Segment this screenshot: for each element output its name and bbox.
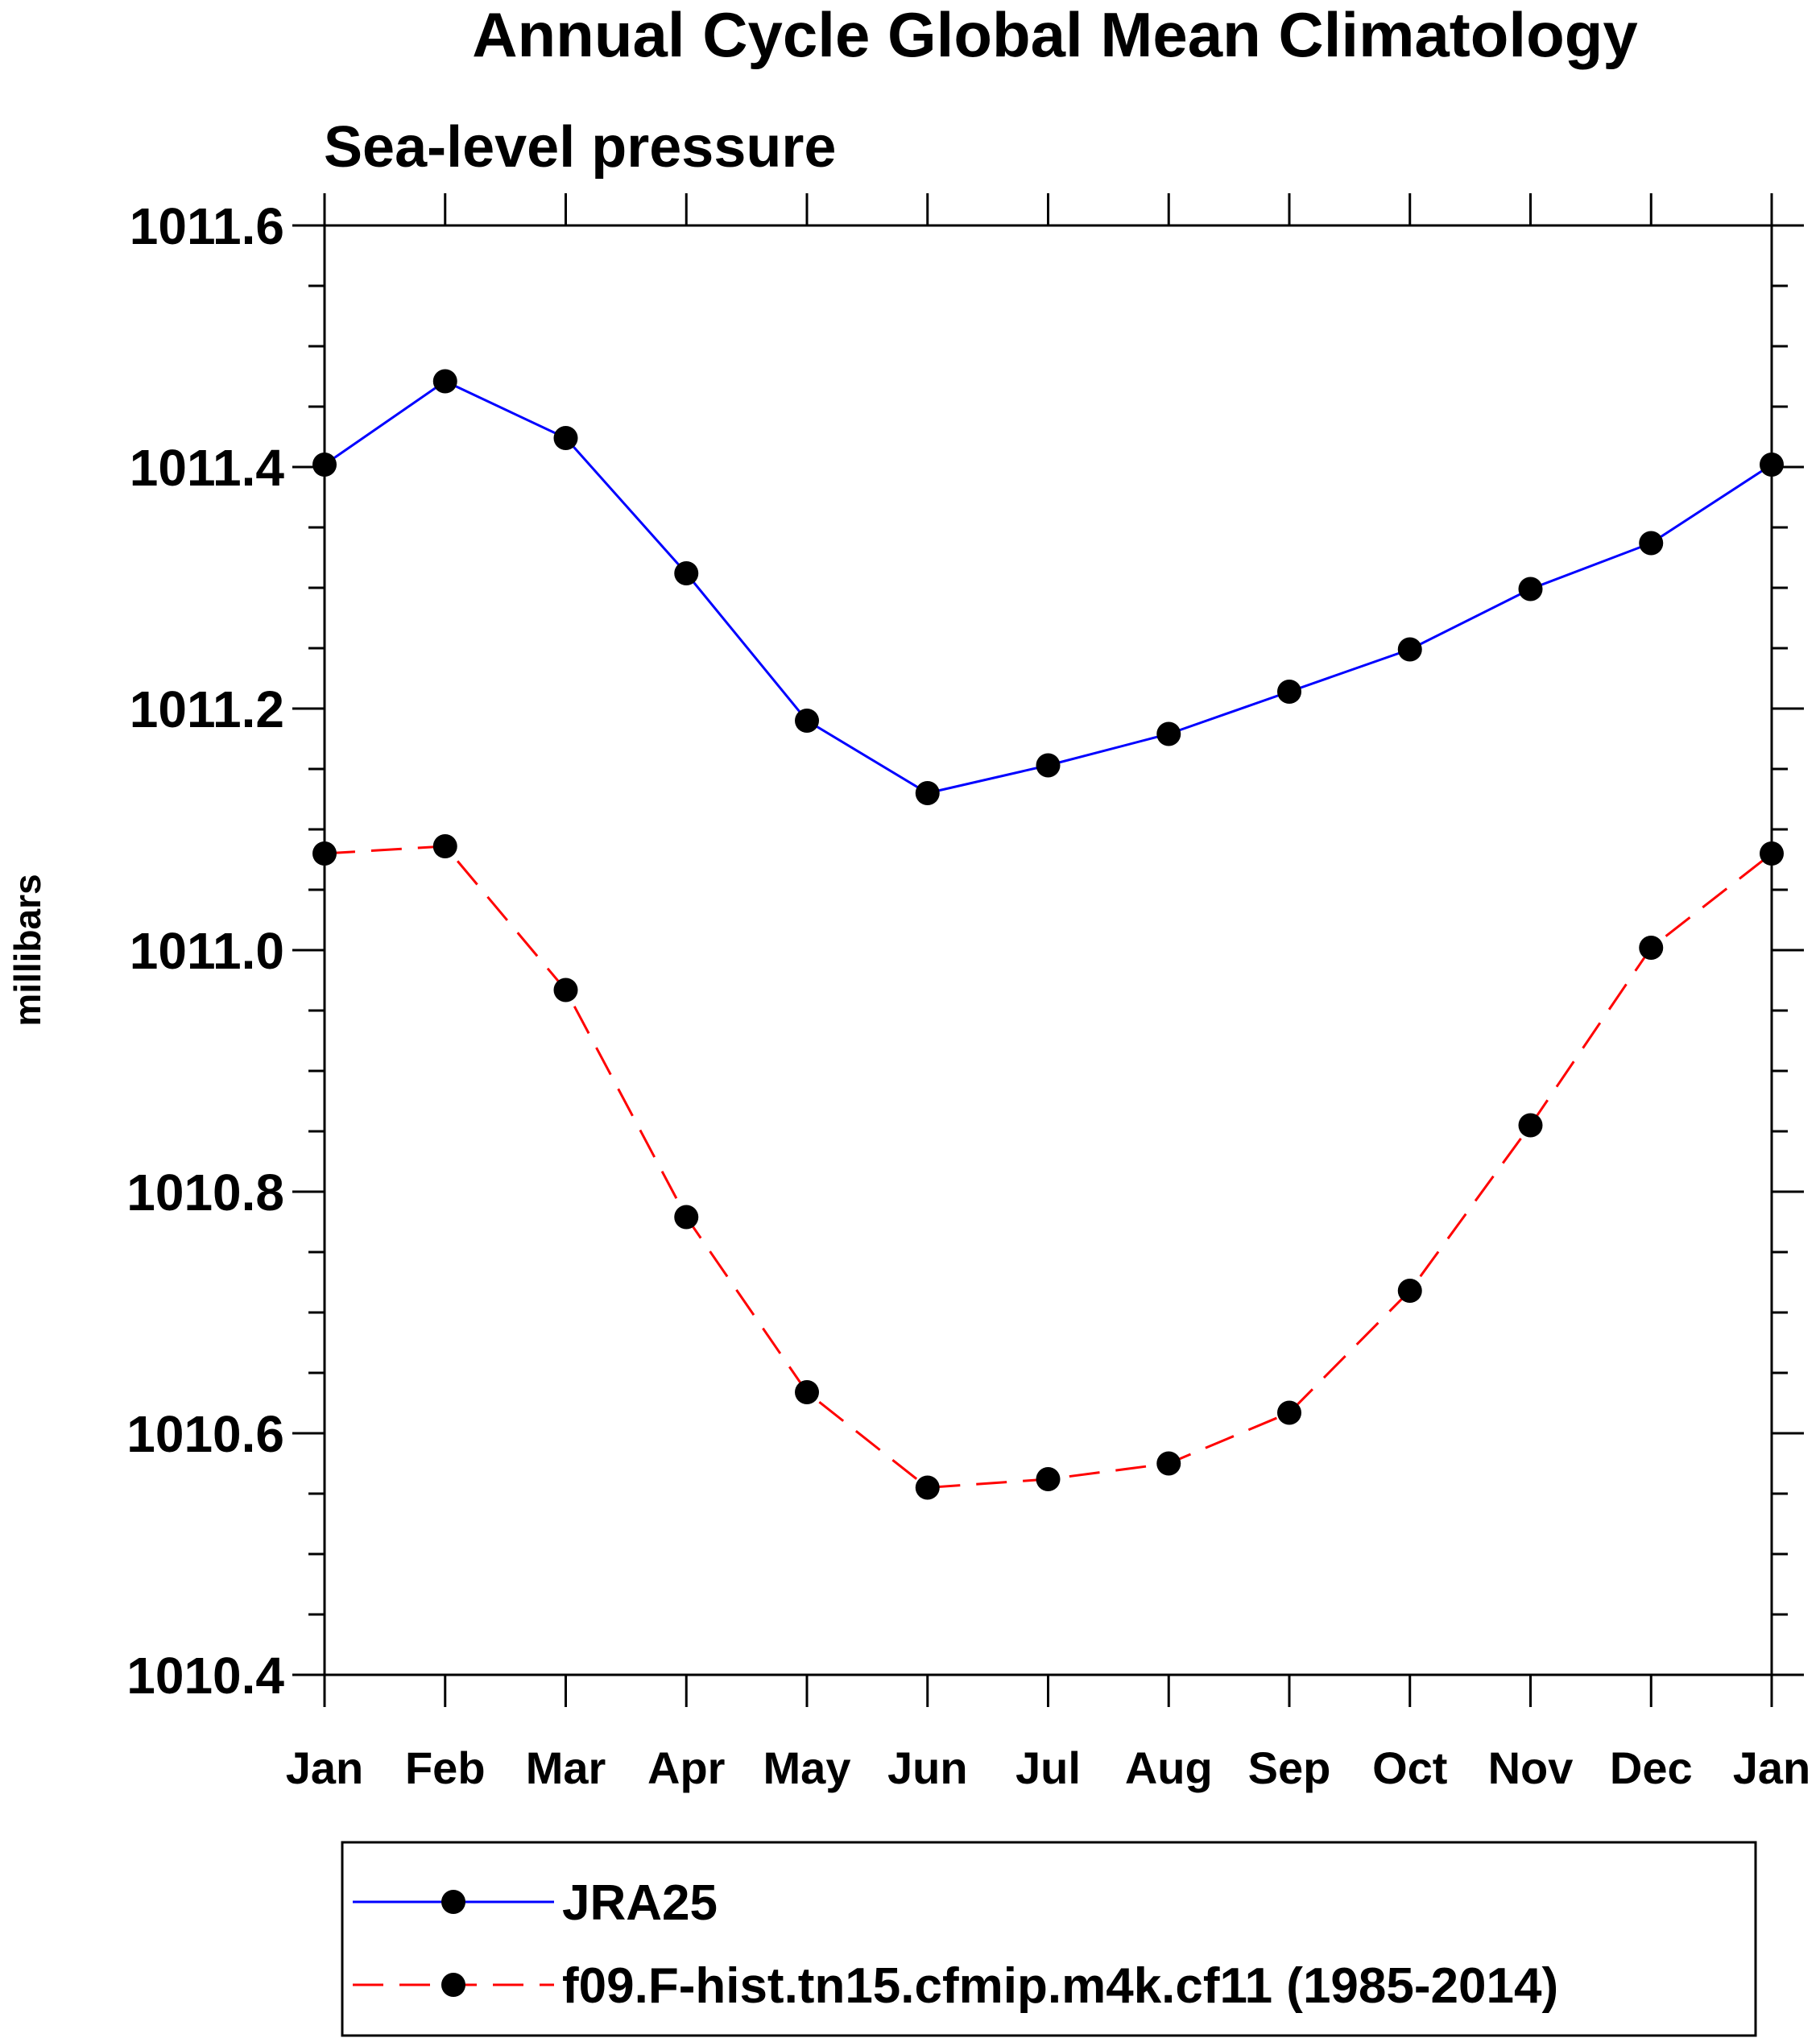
x-tick-label: Oct: [1372, 1742, 1447, 1793]
x-tick-label: Apr: [647, 1742, 725, 1793]
series-line-model: [324, 845, 1772, 1490]
x-tick-label: Nov: [1488, 1742, 1574, 1793]
data-point-model: [915, 1475, 940, 1500]
legend-label-jra25: JRA25: [562, 1875, 718, 1931]
plot-frame: [323, 224, 1773, 1676]
y-tick-label: 1010.6: [126, 1405, 284, 1463]
series-line-jra25: [324, 379, 1772, 795]
y-tick-label: 1011.2: [130, 680, 284, 738]
data-point-model: [1277, 1400, 1301, 1425]
data-point-model: [1397, 1279, 1422, 1303]
data-point-model: [1639, 936, 1664, 960]
legend-label-model: f09.F-hist.tn15.cfmip.m4k.cf11 (1985-201…: [562, 1958, 1558, 2014]
x-axis-ticks: Jan Feb Mar Apr May Jun Jul Aug Sep Oct Nov Dec Jan: [286, 193, 1811, 1793]
data-point-model: [553, 978, 578, 1002]
data-point-model: [1156, 1451, 1181, 1476]
legend-marker-model: [441, 1973, 465, 1997]
series-layer: [312, 369, 1784, 1500]
legend-marker-jra25: [441, 1890, 465, 1914]
legend: JRA25 f09.F-hist.tn15.cfmip.m4k.cf11 (198…: [353, 1875, 1558, 2014]
data-point-jra25: [1036, 753, 1061, 778]
data-point-jra25: [1518, 577, 1543, 601]
y-tick-label: 1011.4: [130, 439, 285, 497]
x-tick-label: Dec: [1610, 1742, 1693, 1793]
data-point-jra25: [1277, 680, 1301, 704]
y-tick-label: 1011.6: [130, 197, 284, 255]
data-point-jra25: [1639, 531, 1664, 556]
x-tick-label: Jan: [286, 1742, 364, 1793]
x-tick-label: Jul: [1015, 1742, 1081, 1793]
data-point-jra25: [1397, 637, 1422, 662]
y-axis-label: millibars: [6, 874, 48, 1026]
data-point-jra25: [553, 426, 578, 450]
data-point-jra25: [915, 781, 940, 805]
data-point-model: [1036, 1467, 1061, 1491]
y-axis-ticks: 1010.4 1010.6 1010.8 1011.0 1011.2 1011.4 1011…: [126, 197, 1804, 1705]
x-tick-label: Mar: [526, 1742, 606, 1793]
data-point-model: [1518, 1113, 1543, 1138]
data-point-model: [674, 1205, 699, 1230]
y-tick-label: 1010.8: [126, 1164, 284, 1221]
x-tick-label: Aug: [1125, 1742, 1213, 1793]
chart-subtitle: Sea-level pressure: [324, 115, 836, 180]
x-tick-label: Feb: [405, 1742, 486, 1793]
data-point-model: [1760, 841, 1784, 866]
data-point-jra25: [1760, 453, 1784, 477]
y-tick-label: 1010.4: [126, 1647, 284, 1705]
x-tick-label: Jun: [887, 1742, 968, 1793]
data-point-jra25: [432, 369, 457, 394]
chart-title: Annual Cycle Global Mean Climatology: [472, 0, 1638, 70]
x-tick-label: Sep: [1248, 1742, 1331, 1793]
y-tick-label: 1011.0: [130, 922, 284, 980]
data-point-model: [432, 834, 457, 858]
legend-box: [341, 1841, 1757, 2037]
data-point-jra25: [1156, 721, 1181, 746]
data-point-jra25: [312, 453, 337, 477]
x-tick-label: May: [763, 1742, 851, 1793]
data-point-model: [795, 1380, 819, 1404]
data-point-model: [312, 841, 337, 866]
data-point-jra25: [795, 709, 819, 733]
data-point-jra25: [674, 561, 699, 585]
x-tick-label: Jan: [1733, 1742, 1811, 1793]
